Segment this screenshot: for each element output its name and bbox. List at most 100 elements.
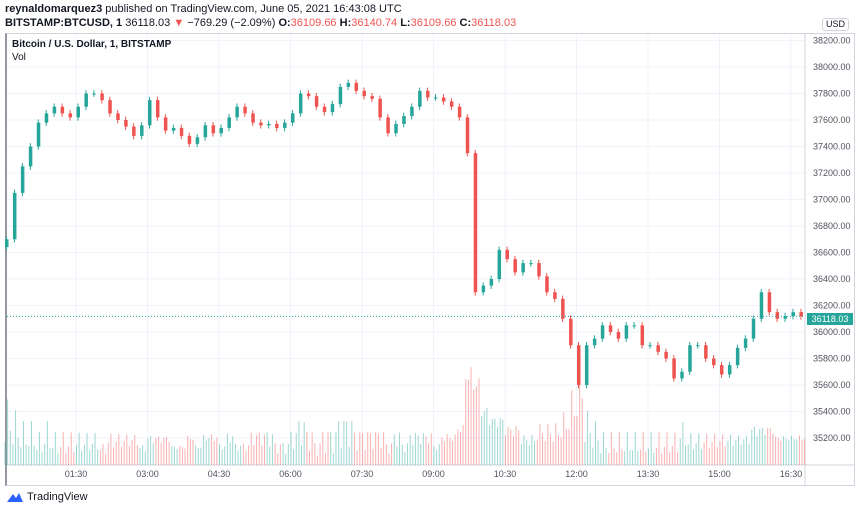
volume-bar	[15, 410, 17, 465]
volume-bar	[224, 446, 226, 465]
candle-body	[275, 123, 279, 128]
volume-bar	[470, 366, 472, 465]
volume-bar	[528, 445, 530, 465]
candle-body	[322, 106, 327, 113]
candle-body	[219, 127, 223, 134]
volume-bar	[107, 442, 109, 465]
candle-body	[704, 345, 708, 359]
volume-bar	[629, 450, 631, 465]
volume-bar	[565, 428, 567, 465]
volume-bar	[147, 438, 149, 465]
candle-body	[394, 123, 398, 134]
candle-body	[298, 93, 303, 114]
volume-bar	[57, 453, 59, 465]
volume-bar	[248, 445, 250, 465]
volume-bar	[637, 451, 639, 465]
volume-bar	[213, 441, 215, 465]
candle-body	[664, 351, 668, 359]
volume-bar	[544, 440, 546, 465]
volume-bar	[756, 435, 758, 465]
currency-badge[interactable]: USD	[822, 18, 850, 31]
volume-bar	[526, 439, 528, 465]
volume-bar	[91, 443, 93, 465]
volume-bar	[282, 443, 284, 465]
volume-bar	[150, 435, 152, 465]
tradingview-logo[interactable]: TradingView	[6, 491, 88, 503]
candle-body	[672, 358, 676, 379]
volume-bar	[332, 453, 334, 465]
candle-body	[759, 292, 764, 319]
volume-bar	[682, 421, 684, 465]
volume-bar	[70, 432, 72, 465]
volume-bar	[497, 426, 499, 465]
volume-bar	[120, 446, 122, 465]
volume-bar	[195, 445, 197, 465]
volume-bar	[571, 390, 573, 465]
volume-bar	[240, 445, 242, 465]
volume-bar	[184, 448, 186, 465]
candle-body	[712, 358, 716, 366]
volume-bar	[338, 421, 340, 465]
candle-body	[132, 126, 136, 136]
volume-bar	[330, 432, 332, 465]
volume-bar	[346, 421, 348, 465]
volume-bar	[494, 418, 496, 465]
volume-bar	[406, 443, 408, 465]
close-value: 36118.03	[471, 17, 517, 29]
volume-bar	[393, 434, 395, 465]
open-label: O:	[278, 17, 291, 29]
volume-bar	[414, 432, 416, 465]
volume-bar	[745, 435, 747, 465]
volume-bar	[261, 445, 263, 465]
volume-bar	[23, 421, 25, 465]
x-tick-label: 01:30	[65, 469, 88, 479]
volume-bar	[17, 438, 19, 465]
volume-bar	[176, 449, 178, 465]
candle-body	[426, 90, 430, 98]
y-tick-label: 36400.00	[813, 274, 851, 284]
author-name[interactable]: reynaldomarquez3	[5, 3, 103, 15]
volume-bar	[160, 442, 162, 465]
candle-body	[402, 116, 406, 124]
volume-bar	[428, 443, 430, 465]
volume-bar	[592, 447, 594, 465]
volume-bar	[377, 433, 379, 465]
volume-bar	[732, 445, 734, 465]
volume-bar	[520, 444, 522, 465]
volume-bar	[322, 432, 324, 465]
candle-body	[481, 285, 486, 293]
candle-body	[243, 106, 247, 114]
volume-bar	[489, 425, 491, 465]
volume-bar	[263, 434, 265, 465]
volume-bar	[412, 444, 414, 465]
candle-body	[92, 93, 96, 95]
candle-body	[195, 137, 200, 144]
volume-bar	[730, 434, 732, 465]
volume-bar	[354, 432, 356, 465]
volume-bar	[481, 416, 483, 465]
volume-bar	[515, 426, 517, 465]
volume-bar	[433, 446, 435, 465]
volume-bar	[171, 446, 173, 465]
volume-bar	[505, 435, 506, 465]
candle-body	[418, 90, 422, 107]
volume-bar	[279, 444, 281, 465]
volume-bar	[372, 448, 374, 465]
candle-body	[457, 106, 462, 118]
candle-body	[20, 166, 25, 193]
volume-bar	[144, 451, 146, 465]
volume-bar	[724, 446, 726, 465]
last-price-label: 36118.03	[807, 313, 853, 325]
x-tick-label: 09:00	[422, 469, 445, 479]
candle-body	[441, 97, 446, 102]
volume-bar	[237, 450, 239, 465]
volume-bar	[677, 451, 679, 465]
y-tick-label: 37400.00	[813, 142, 851, 152]
last-price: 36118.03	[125, 17, 171, 29]
price-change: −769.29 (−2.09%)	[187, 17, 276, 29]
volume-bar	[81, 450, 83, 465]
volume-bar	[499, 418, 501, 465]
volume-bar	[369, 433, 371, 465]
volume-bar	[602, 432, 604, 465]
